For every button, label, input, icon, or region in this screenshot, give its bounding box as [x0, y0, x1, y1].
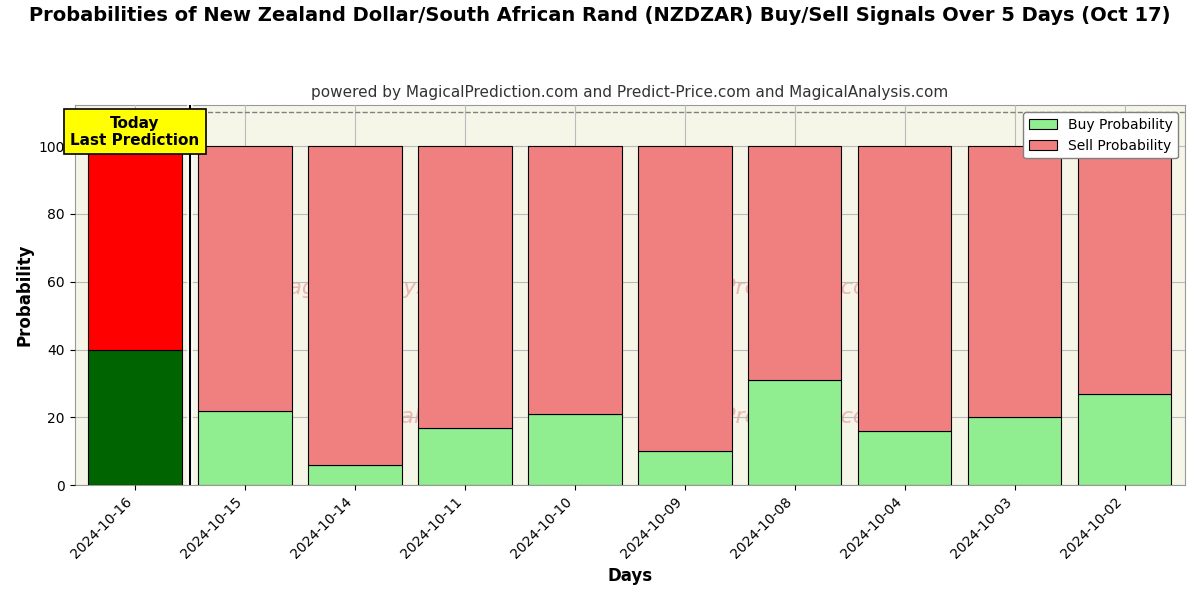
Bar — [528, 414, 622, 485]
Bar — [968, 418, 1061, 485]
Text: Probabilities of New Zealand Dollar/South African Rand (NZDZAR) Buy/Sell Signals: Probabilities of New Zealand Dollar/Sout… — [29, 6, 1171, 25]
Bar — [308, 465, 402, 485]
Bar — [748, 146, 841, 380]
X-axis label: Days: Days — [607, 567, 653, 585]
Bar — [198, 146, 292, 410]
Title: powered by MagicalPrediction.com and Predict-Price.com and MagicalAnalysis.com: powered by MagicalPrediction.com and Pre… — [311, 85, 948, 100]
Bar — [89, 146, 182, 350]
Bar — [308, 146, 402, 465]
Bar — [1078, 394, 1171, 485]
Bar — [419, 428, 511, 485]
Bar — [419, 146, 511, 428]
Text: MagicalA: MagicalA — [335, 407, 436, 427]
Bar — [1078, 146, 1171, 394]
Text: MagicalPrediction.com: MagicalPrediction.com — [637, 278, 889, 298]
Bar — [748, 380, 841, 485]
Bar — [858, 146, 952, 431]
Bar — [89, 350, 182, 485]
Bar — [858, 431, 952, 485]
Text: Today
Last Prediction: Today Last Prediction — [71, 116, 199, 148]
Text: MagicalPrediction.com: MagicalPrediction.com — [637, 407, 889, 427]
Bar — [198, 410, 292, 485]
Bar — [638, 146, 732, 451]
Bar — [968, 146, 1061, 418]
Legend: Buy Probability, Sell Probability: Buy Probability, Sell Probability — [1024, 112, 1178, 158]
Bar — [638, 451, 732, 485]
Bar — [528, 146, 622, 414]
Text: MagicalAnalysis.com: MagicalAnalysis.com — [270, 278, 502, 298]
Y-axis label: Probability: Probability — [16, 244, 34, 346]
